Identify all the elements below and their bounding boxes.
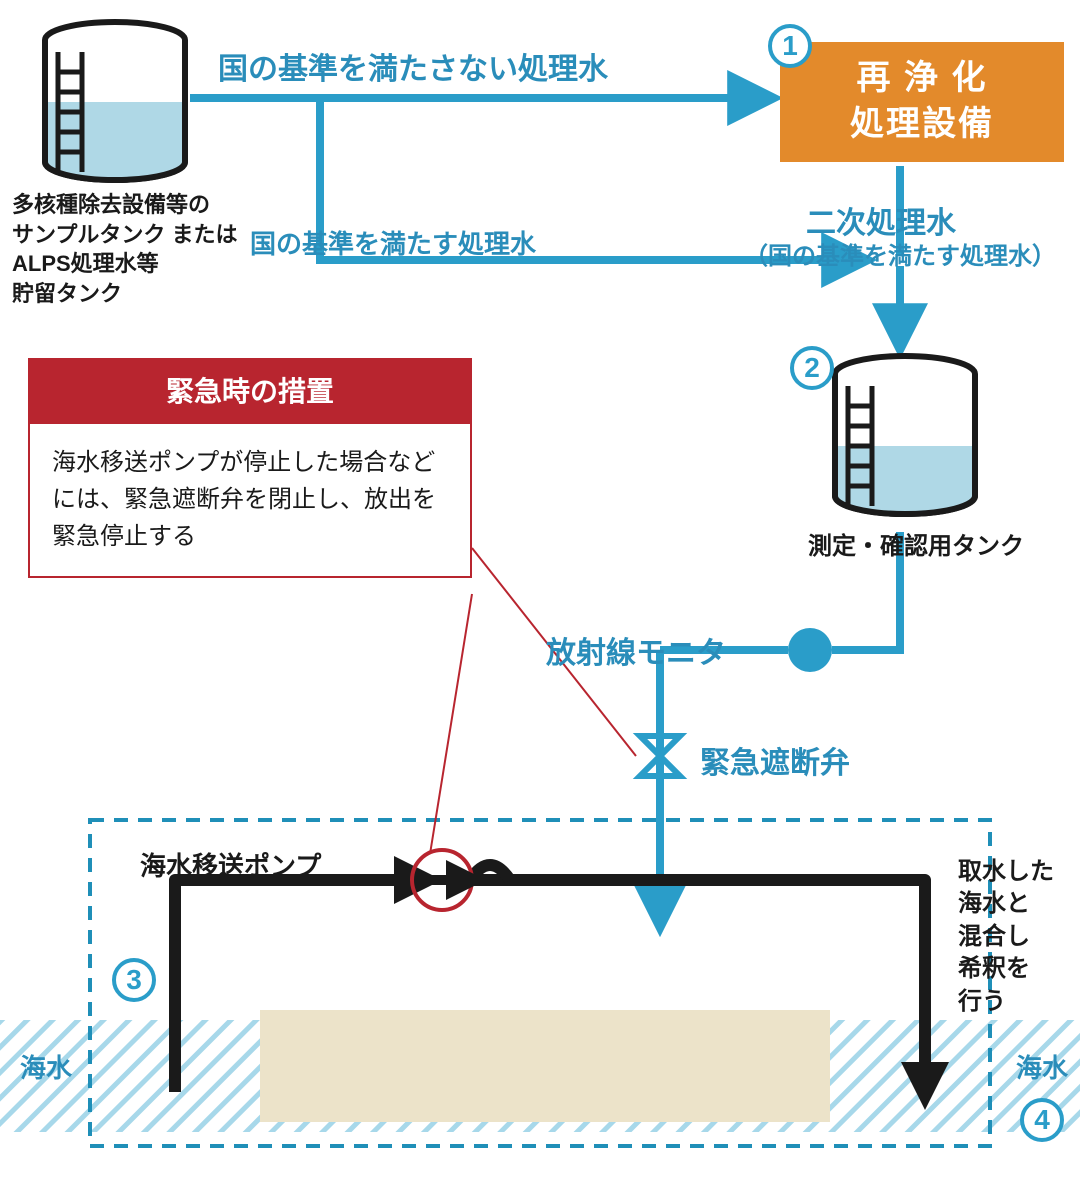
orange-line1: 再 浄 化 bbox=[790, 56, 1054, 102]
label-fail-standard: 国の基準を満たさない処理水 bbox=[218, 44, 608, 88]
tank1-icon bbox=[45, 22, 185, 180]
emergency-title: 緊急時の措置 bbox=[28, 358, 472, 422]
badge-2: 2 bbox=[790, 346, 834, 390]
label-sea-left: 海水 bbox=[20, 1048, 72, 1085]
label-radiation-monitor: 放射線モニタ bbox=[546, 628, 726, 672]
sand-rect bbox=[260, 1010, 830, 1122]
label-mix: 取水した 海水と 混合し 希釈を 行う bbox=[958, 856, 1054, 1018]
orange-box: 再 浄 化 処理設備 bbox=[780, 42, 1064, 162]
emergency-box: 緊急時の措置 海水移送ポンプが停止した場合などには、緊急遮断弁を閉止し、放出を緊… bbox=[28, 358, 472, 578]
label-shutoff-valve: 緊急遮断弁 bbox=[700, 738, 850, 782]
emergency-body: 海水移送ポンプが停止した場合などには、緊急遮断弁を閉止し、放出を緊急停止する bbox=[28, 422, 472, 578]
badge-4: 4 bbox=[1020, 1098, 1064, 1142]
tank2-icon bbox=[835, 356, 975, 514]
badge-3: 3 bbox=[112, 958, 156, 1002]
red-line-pump bbox=[430, 594, 472, 854]
label-sea-right: 海水 bbox=[1016, 1048, 1068, 1085]
badge-1: 1 bbox=[768, 24, 812, 68]
label-meet-standard: 国の基準を満たす処理水 bbox=[250, 224, 536, 261]
label-secondary-sub: （国の基準を満たす処理水） bbox=[744, 236, 1056, 271]
tank1-caption: 多核種除去設備等の サンプルタンク または ALPS処理水等 貯留タンク bbox=[12, 190, 237, 309]
label-pump: 海水移送ポンプ bbox=[140, 846, 321, 883]
radiation-monitor-dot bbox=[788, 628, 832, 672]
tank2-caption: 測定・確認用タンク bbox=[808, 526, 1024, 561]
orange-line2: 処理設備 bbox=[790, 102, 1054, 148]
